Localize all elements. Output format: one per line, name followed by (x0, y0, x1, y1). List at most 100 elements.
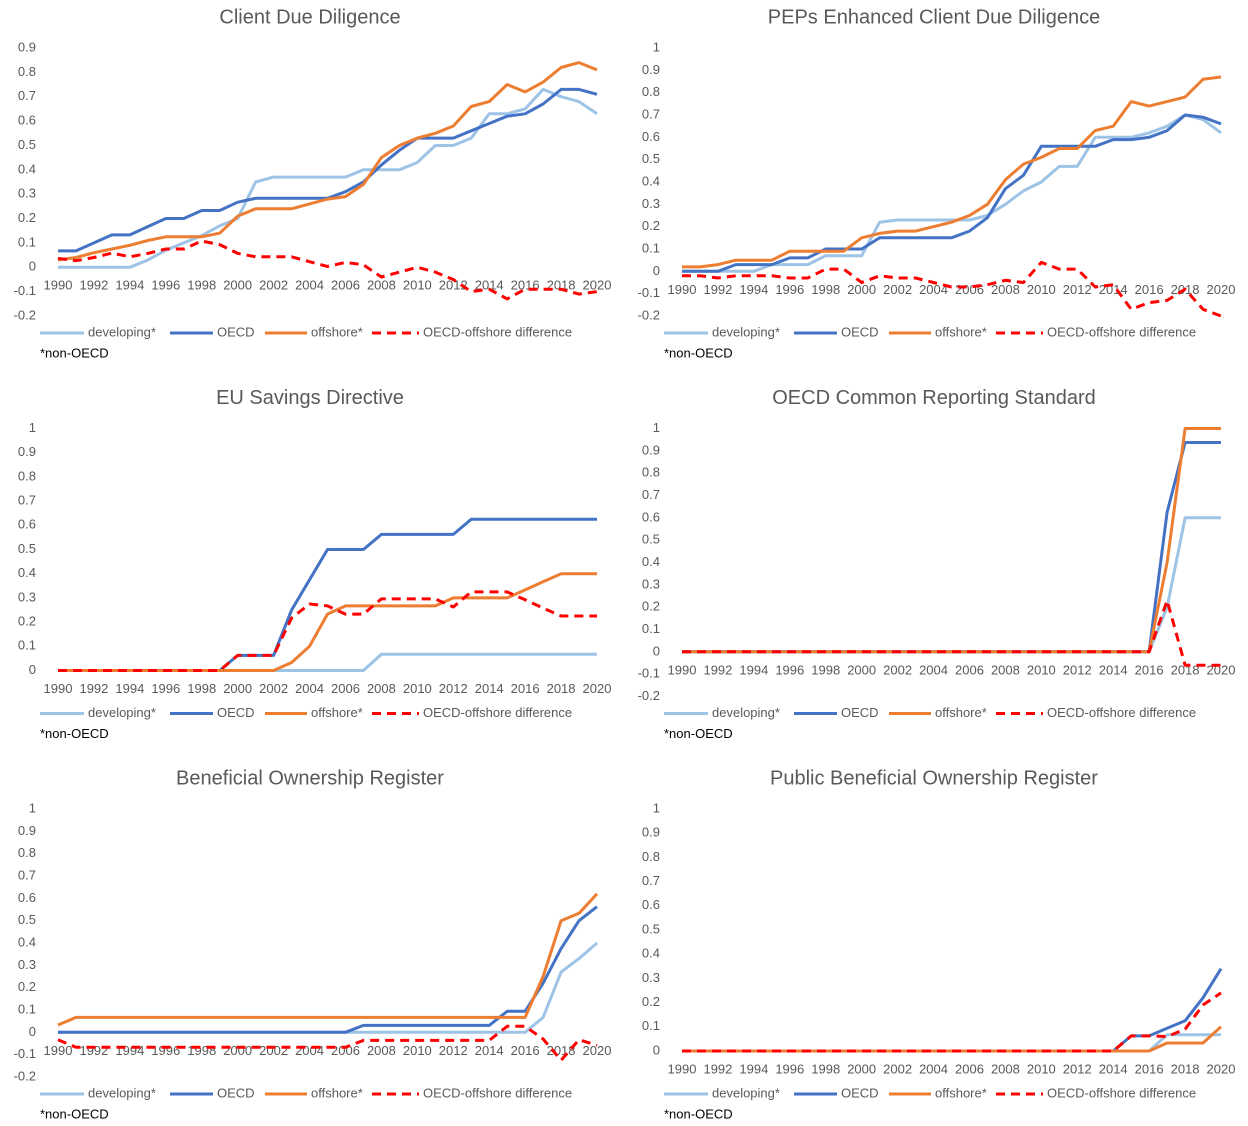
x-tick-label: 2014 (1099, 662, 1128, 677)
y-tick-label: 0.3 (18, 589, 36, 604)
y-tick-label: 0 (29, 662, 36, 677)
y-tick-label: 0.7 (642, 106, 660, 121)
y-tick-label: 0 (29, 1024, 36, 1039)
x-tick-label: 1994 (115, 278, 144, 293)
series-line (682, 599, 1221, 667)
x-tick-label: 2000 (847, 282, 876, 297)
chart-note: *non-OECD (664, 726, 733, 741)
series-line (58, 590, 597, 672)
x-tick-label: 2018 (547, 681, 576, 696)
y-tick-label: 0.1 (18, 638, 36, 653)
x-tick-label: 2000 (223, 278, 252, 293)
legend-label: developing* (712, 705, 780, 720)
legend-label: OECD (841, 1085, 879, 1100)
x-tick-label: 1996 (775, 662, 804, 677)
legend-label: OECD-offshore difference (1047, 1085, 1196, 1100)
series-line (57, 61, 598, 262)
x-tick-label: 2020 (1207, 282, 1236, 297)
legend-label: offshore* (311, 1085, 363, 1100)
x-tick-label: 2006 (955, 1061, 984, 1076)
y-tick-label: -0.1 (14, 1046, 36, 1061)
chart-note: *non-OECD (40, 726, 109, 741)
x-tick-label: 2014 (475, 681, 504, 696)
x-tick-label: 2004 (919, 662, 948, 677)
y-tick-label: 0.9 (18, 39, 36, 54)
x-tick-label: 1998 (811, 662, 840, 677)
x-tick-label: 2014 (1099, 1061, 1128, 1076)
x-tick-label: 2008 (367, 1043, 396, 1058)
x-tick-label: 2002 (883, 1061, 912, 1076)
y-tick-label: 0 (653, 1042, 660, 1057)
legend-label: OECD (217, 705, 255, 720)
x-tick-label: 2016 (1135, 1061, 1164, 1076)
chart-note: *non-OECD (40, 345, 109, 360)
x-tick-label: 2012 (1063, 1061, 1092, 1076)
y-tick-label: 0.6 (18, 890, 36, 905)
x-tick-label: 2008 (367, 681, 396, 696)
legend-label: OECD-offshore difference (1047, 324, 1196, 339)
y-tick-label: 0.8 (18, 468, 36, 483)
x-tick-label: 1992 (79, 1043, 108, 1058)
x-tick-label: 1990 (668, 282, 697, 297)
legend-label: OECD-offshore difference (1047, 705, 1196, 720)
y-tick-label: 0.2 (18, 979, 36, 994)
y-tick-label: 0.1 (642, 1018, 660, 1033)
x-tick-label: 2010 (403, 278, 432, 293)
y-tick-label: 0.5 (642, 532, 660, 547)
x-tick-label: 2018 (1171, 1061, 1200, 1076)
x-tick-label: 2014 (1099, 282, 1128, 297)
x-tick-label: 1996 (151, 1043, 180, 1058)
x-tick-label: 2002 (259, 278, 288, 293)
y-tick-label: 0.9 (18, 444, 36, 459)
y-tick-label: 0.8 (18, 845, 36, 860)
series-line (682, 75, 1222, 269)
legend-label: developing* (88, 1085, 156, 1100)
x-tick-label: 2016 (511, 681, 540, 696)
x-tick-label: 2004 (295, 681, 324, 696)
y-tick-label: 0.2 (642, 599, 660, 614)
x-tick-label: 1994 (739, 282, 768, 297)
x-tick-label: 2020 (583, 1043, 612, 1058)
x-tick-label: 2002 (259, 681, 288, 696)
x-tick-label: 2018 (547, 278, 576, 293)
y-tick-label: 0.4 (642, 173, 660, 188)
x-tick-label: 2002 (883, 662, 912, 677)
x-tick-label: 2010 (403, 681, 432, 696)
x-tick-label: 1990 (44, 681, 73, 696)
x-tick-label: 1996 (151, 278, 180, 293)
y-tick-label: 1 (29, 420, 36, 435)
legend-label: OECD (217, 324, 255, 339)
x-tick-label: 1996 (151, 681, 180, 696)
x-tick-label: 2010 (403, 1043, 432, 1058)
chart-note: *non-OECD (664, 1106, 733, 1121)
y-tick-label: 1 (29, 800, 36, 815)
series-line (682, 967, 1223, 1053)
legend-label: OECD-offshore difference (423, 1085, 572, 1100)
legend-label: offshore* (935, 1085, 987, 1100)
y-tick-label: 0.4 (18, 565, 36, 580)
x-tick-label: 2000 (847, 1061, 876, 1076)
y-tick-label: -0.2 (14, 307, 36, 322)
y-tick-label: 0.3 (642, 970, 660, 985)
series-line (682, 260, 1222, 318)
y-tick-label: -0.2 (638, 688, 660, 703)
y-tick-label: 0.6 (642, 509, 660, 524)
x-tick-label: 2000 (847, 662, 876, 677)
series-line (682, 113, 1222, 273)
y-tick-label: 0.1 (642, 621, 660, 636)
chart-note: *non-OECD (664, 345, 733, 360)
x-tick-label: 2008 (991, 1061, 1020, 1076)
y-tick-label: 0.3 (18, 957, 36, 972)
x-tick-label: 2020 (583, 278, 612, 293)
x-tick-label: 2004 (919, 282, 948, 297)
series-line (58, 652, 597, 672)
legend-label: OECD-offshore difference (423, 324, 572, 339)
x-tick-label: 1990 (668, 1061, 697, 1076)
y-tick-label: 0.1 (18, 1001, 36, 1016)
chart-title: Beneficial Ownership Register (176, 767, 444, 789)
y-tick-label: 0.9 (642, 62, 660, 77)
x-tick-label: 2010 (1027, 282, 1056, 297)
x-tick-label: 1992 (703, 662, 732, 677)
series-line (57, 892, 599, 1027)
